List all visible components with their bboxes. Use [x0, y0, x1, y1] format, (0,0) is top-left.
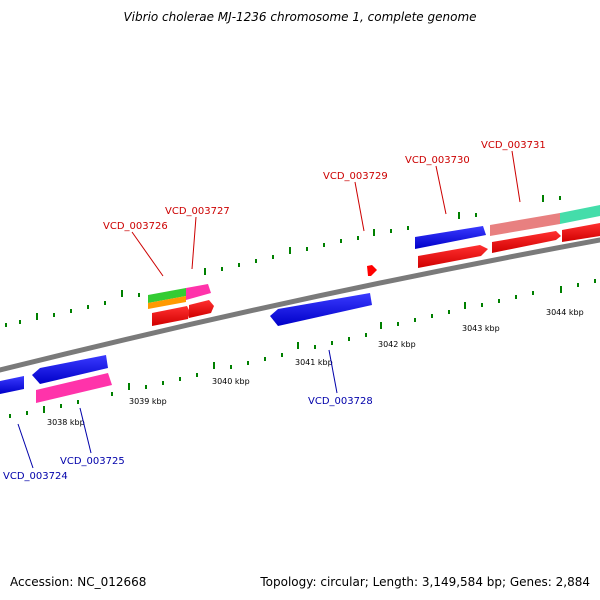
gene-VCD_003731-pink[interactable]	[490, 213, 560, 236]
leader-line	[328, 349, 338, 394]
gene-VCD_003725-blue[interactable]	[32, 355, 108, 384]
topology-text: Topology: circular; Length: 3,149,584 bp…	[260, 575, 590, 589]
gene-label[interactable]: VCD_003730	[405, 155, 470, 166]
accession-text: Accession: NC_012668	[10, 575, 147, 589]
gene-label[interactable]: VCD_003724	[3, 471, 68, 482]
kbp-label: 3041 kbp	[295, 358, 333, 367]
kbp-label: 3039 kbp	[129, 397, 167, 406]
kbp-label: 3044 kbp	[546, 308, 584, 317]
gene-VCD_003727[interactable]	[189, 300, 214, 318]
forward-genes	[148, 205, 600, 326]
gene-feature-orange[interactable]	[148, 296, 186, 309]
map-title: Vibrio cholerae MJ-1236 chromosome 1, co…	[123, 10, 477, 24]
gene-label[interactable]: VCD_003727	[165, 206, 230, 217]
gene-label[interactable]: VCD_003729	[323, 171, 388, 182]
leader-line	[435, 165, 447, 215]
leader-line	[17, 423, 34, 469]
leader-line	[191, 216, 197, 270]
reverse-tick-track	[9, 279, 596, 418]
forward-tick-track	[5, 195, 561, 327]
gene-VCD_003726[interactable]	[152, 306, 190, 326]
gene-VCD_003731[interactable]	[492, 231, 561, 253]
gene-VCD_003730[interactable]	[418, 245, 488, 268]
kbp-label: 3038 kbp	[47, 418, 85, 427]
gene-VCD_003728[interactable]	[270, 293, 372, 326]
chromosome-axis	[0, 237, 600, 373]
gene-forward-edge[interactable]	[562, 223, 600, 242]
gene-label[interactable]: VCD_003728	[308, 396, 373, 407]
leader-line	[511, 150, 521, 203]
gene-feature-magenta[interactable]	[186, 284, 211, 300]
leader-line	[79, 407, 92, 454]
kbp-label: 3042 kbp	[378, 340, 416, 349]
gene-VCD_003724[interactable]	[0, 376, 24, 394]
leader-line	[354, 181, 365, 232]
kbp-label: 3043 kbp	[462, 324, 500, 333]
kbp-label: 3040 kbp	[212, 377, 250, 386]
gene-VCD_003729[interactable]	[367, 265, 377, 276]
gene-VCD_003730-blue[interactable]	[415, 226, 486, 249]
gene-label[interactable]: VCD_003731	[481, 140, 546, 151]
reverse-genes	[0, 293, 372, 403]
gene-feature-green[interactable]	[148, 288, 186, 303]
gene-feature-teal[interactable]	[560, 205, 600, 224]
leader-line	[131, 231, 164, 277]
gene-label[interactable]: VCD_003726	[103, 221, 168, 232]
gene-VCD_003725[interactable]	[36, 373, 112, 403]
gene-label[interactable]: VCD_003725	[60, 456, 125, 467]
